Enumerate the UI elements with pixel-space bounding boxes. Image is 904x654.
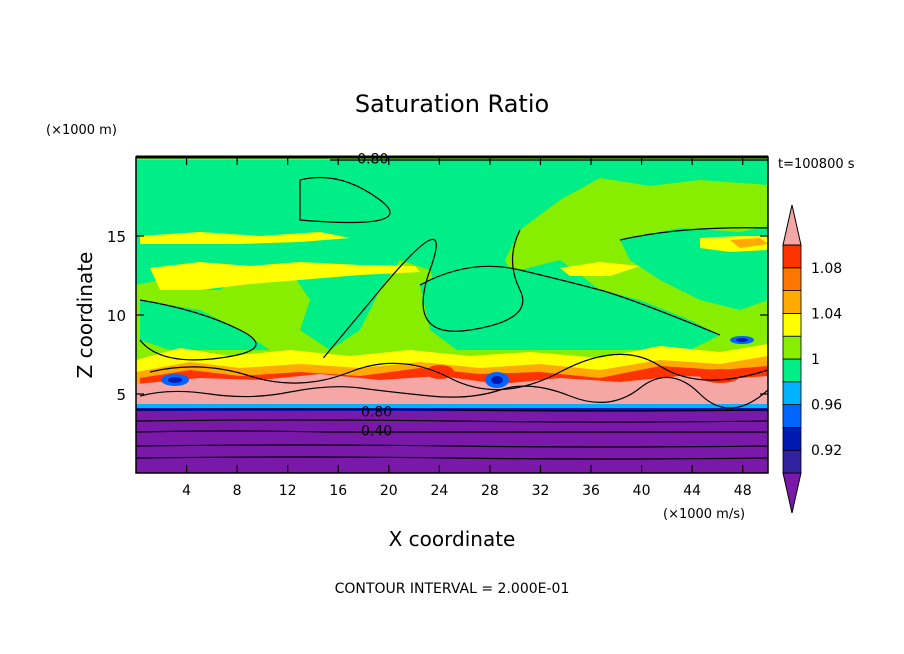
- field-band-yellow-1: [150, 262, 420, 290]
- field-spot-orange-1: [426, 365, 454, 379]
- colorbar-box: [782, 381, 802, 405]
- colorbar-label: 0.92: [811, 443, 842, 459]
- contour-upper-5: [419, 265, 721, 336]
- field-spot-blue-4: [491, 376, 503, 384]
- x-tick-label: 24: [430, 483, 448, 499]
- contour-cloudbase: [139, 376, 768, 409]
- contour-lines: [136, 159, 768, 460]
- x-tick-label: 28: [481, 483, 499, 499]
- x-tick-label: 40: [633, 483, 651, 499]
- field-spot-blue-6: [736, 338, 748, 342]
- chart-title: Saturation Ratio: [355, 90, 549, 118]
- x-tick-label: 32: [532, 483, 550, 499]
- colorbar-box: [782, 426, 802, 451]
- colorbar-box: [782, 244, 802, 269]
- colorbar-box: [782, 449, 802, 474]
- x-tick-label: 16: [329, 483, 347, 499]
- x-tick-label: 36: [582, 483, 600, 499]
- field-transition-cyan: [136, 404, 768, 408]
- contour-040: [136, 430, 768, 433]
- y-units-label: (×1000 m): [46, 123, 117, 138]
- x-tick-label: 20: [380, 483, 398, 499]
- colorbar-box: [782, 404, 802, 428]
- x-tick-label: 48: [734, 483, 752, 499]
- colorbar-box: [782, 267, 802, 291]
- contour-000: [136, 456, 768, 460]
- field-region-b: [420, 260, 720, 362]
- colorbar-box: [782, 335, 802, 360]
- contour-upper-2: [299, 177, 391, 224]
- plot-area: [136, 157, 768, 473]
- contour-060: [136, 419, 768, 423]
- field-cloudbase-pink: [136, 374, 768, 404]
- contour-interval-label: CONTOUR INTERVAL = 2.000E-01: [335, 581, 570, 597]
- x-tick-label: 4: [182, 483, 191, 499]
- field-spot-orange-2: [700, 369, 740, 383]
- contour-020: [136, 444, 768, 448]
- contour-label: 0.80: [361, 404, 392, 420]
- x-tick-label: 44: [683, 483, 701, 499]
- time-label: t=100800 s: [778, 157, 855, 172]
- colorbar: 0.92 0.96 1 1.04 1.08: [782, 204, 842, 514]
- contour-label: 0.80: [357, 152, 388, 168]
- colorbar-label: 1.08: [811, 261, 842, 277]
- contour-upper-3: [323, 229, 524, 359]
- field-band-yellow-4: [560, 262, 640, 276]
- colorbar-upper-arrow: [782, 204, 802, 246]
- colorbar-lower-arrow: [782, 472, 802, 514]
- field-spot-blue-2: [168, 377, 182, 383]
- field-region-d: [140, 300, 270, 358]
- colorbar-label: 1.04: [811, 306, 842, 322]
- contour-cloud-mid: [149, 353, 768, 391]
- y-tick-label: 15: [107, 228, 126, 246]
- field-band-orange-1: [730, 238, 768, 248]
- contour-label: 0.40: [361, 423, 392, 439]
- colorbar-box: [782, 312, 802, 337]
- contour-upper-4: [619, 227, 768, 241]
- y-axis-label: Z coordinate: [73, 252, 97, 379]
- colorbar-label: 0.96: [811, 398, 842, 414]
- field-band-yellow-2: [140, 232, 350, 244]
- x-tick-label: 8: [233, 483, 242, 499]
- field-region-e: [280, 175, 380, 225]
- x-axis: 4 8 12 16 20 24 28 32 36 40 44 48: [182, 157, 752, 499]
- y-tick-label: 10: [107, 307, 126, 325]
- colorbar-box: [782, 358, 802, 383]
- colorbar-box: [782, 290, 802, 314]
- contour-upper-6: [139, 299, 257, 361]
- y-tick-label: 5: [116, 386, 126, 404]
- y-axis: 5 10 15: [107, 228, 768, 404]
- colorbar-label: 1: [811, 352, 820, 368]
- x-units-label: (×1000 m/s): [663, 507, 745, 522]
- contour-080-lower: [136, 408, 768, 412]
- x-axis-label: X coordinate: [389, 527, 516, 551]
- x-tick-label: 12: [279, 483, 297, 499]
